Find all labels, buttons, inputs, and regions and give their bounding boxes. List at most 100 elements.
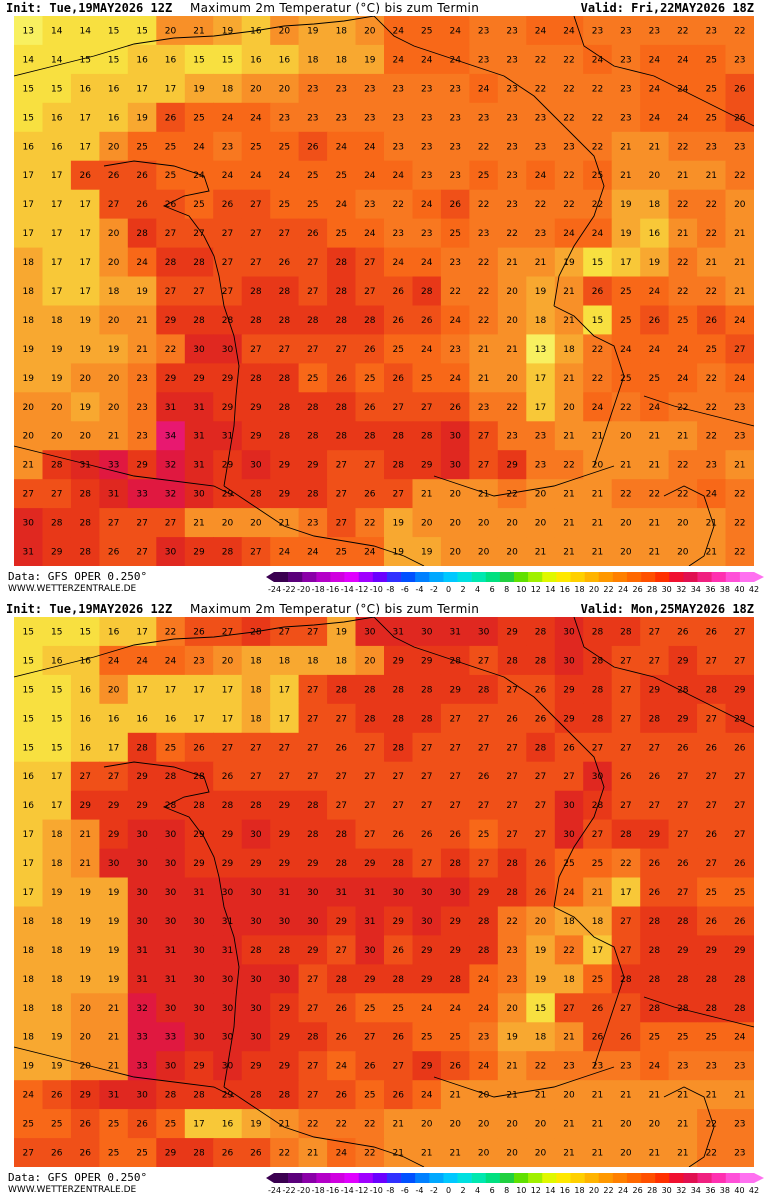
temperature-value: 29 [193,374,205,384]
temperature-cell [412,761,442,792]
temperature-cell [355,732,385,763]
temperature-value: 18 [307,656,319,666]
temperature-value: 27 [307,258,318,268]
temperature-cell [497,877,527,907]
temperature-cell [412,1080,442,1110]
temperature-cell [127,1022,157,1052]
temperature-cell [70,537,100,566]
temperature-value: 19 [222,27,234,37]
temperature-cell [497,305,527,335]
temperature-value: 23 [734,55,745,65]
temperature-cell [583,479,613,509]
temperature-cell [469,189,499,220]
temperature-value: 33 [108,461,119,471]
temperature-cell [668,479,698,509]
temperature-cell [42,537,72,566]
temperature-value: 21 [563,490,574,500]
temperature-cell [156,674,186,705]
temperature-cell [327,508,357,538]
temperature-cell [355,218,385,249]
temperature-cell [156,848,186,879]
color-scale-segment [711,1173,727,1183]
temperature-value: 27 [449,772,460,782]
temperature-value: 30 [421,888,433,898]
temperature-value: 26 [79,1120,91,1130]
temperature-value: 17 [22,229,33,239]
color-scale-segment [457,1173,472,1183]
temperature-value: 28 [649,946,661,956]
temperature-value: 27 [279,345,290,355]
temperature-cell [469,537,499,566]
temperature-cell [611,761,641,792]
temperature-value: 23 [392,113,403,123]
temperature-cell [70,906,100,936]
temperature-value: 26 [620,1033,632,1043]
temperature-cell [611,508,641,538]
temperature-value: 19 [535,975,547,985]
temperature-cell [42,964,72,994]
temperature-cell [99,674,129,705]
temperature-value: 26 [478,772,490,782]
site-label[interactable]: WWW.WETTERZENTRALE.DE [8,1185,137,1195]
site-label[interactable]: WWW.WETTERZENTRALE.DE [8,584,137,594]
temperature-cell [384,102,414,133]
temperature-cell [184,131,214,162]
temperature-cell [14,160,44,191]
temperature-cell [70,703,100,734]
temperature-cell [554,131,584,162]
temperature-cell [241,479,271,509]
temperature-cell [270,334,300,364]
temperature-value: 30 [364,628,376,638]
temperature-value: 23 [307,84,318,94]
temperature-value: 24 [250,113,262,123]
color-scale-segment [274,1173,289,1183]
temperature-cell [440,964,470,994]
temperature-map[interactable]: 13 14 14 15 15 20 21 19 16 20 19 18 20 24 25 24 23 23 24 24… [14,16,754,566]
scale-tick-label: -16 [326,1186,340,1195]
temperature-cell [725,848,754,879]
temperature-cell [70,73,100,104]
temperature-value: 16 [649,229,661,239]
temperature-labels: 15 15 15 16 17 22 26 27 28 27 27 19 30 31 30 31 30 29 28 30… [22,628,745,1159]
temperature-value: 23 [449,142,460,152]
temperature-cell [355,334,385,364]
temperature-cell [327,392,357,422]
temperature-cell [14,935,44,965]
temperature-value: 20 [364,27,376,37]
temperature-value: 28 [535,743,547,753]
temperature-value: 24 [449,316,461,326]
temperature-cell [526,334,556,364]
temperature-value: 22 [592,345,603,355]
temperature-value: 21 [734,1091,745,1101]
temperature-value: 15 [51,743,62,753]
temperature-value: 22 [706,287,717,297]
temperature-value: 24 [108,656,120,666]
temperature-cell [156,935,186,965]
temperature-value: 28 [364,432,376,442]
temperature-cell [99,247,129,278]
temperature-value: 19 [51,1033,63,1043]
temperature-value: 23 [734,142,745,152]
temperature-value: 24 [563,27,575,37]
temperature-cell [583,1109,613,1139]
temperature-cell [327,790,357,821]
temperature-cell [412,1138,442,1167]
temperature-value: 28 [250,1091,262,1101]
temperature-value: 29 [478,888,490,898]
temperature-cell [241,1109,271,1139]
temperature-cell [469,1109,499,1139]
temperature-cell [440,732,470,763]
temperature-value: 25 [478,830,489,840]
temperature-value: 22 [734,519,745,529]
temperature-cell [526,305,556,335]
temperature-value: 23 [136,432,147,442]
temperature-value: 22 [734,27,745,37]
temperature-cell [583,674,613,705]
temperature-value: 18 [535,1033,547,1043]
temperature-value: 18 [250,714,262,724]
temperature-value: 20 [250,519,262,529]
temperature-map[interactable]: 15 15 15 16 17 22 26 27 28 27 27 19 30 31 30 31 30 29 28 30… [14,617,754,1167]
temperature-cell [298,131,328,162]
temperature-value: 28 [734,1004,746,1014]
temperature-cell [640,537,670,566]
